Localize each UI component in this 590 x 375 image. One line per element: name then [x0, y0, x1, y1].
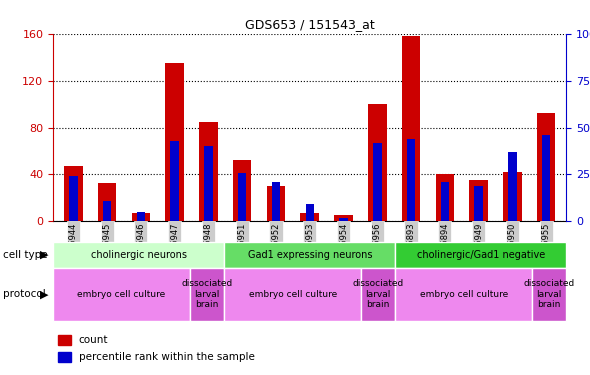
Text: count: count: [79, 335, 109, 345]
Text: protocol: protocol: [3, 290, 45, 299]
Bar: [395, 242, 566, 268]
Title: GDS653 / 151543_at: GDS653 / 151543_at: [245, 18, 375, 31]
Bar: [103, 201, 112, 221]
Bar: [474, 186, 483, 221]
Bar: [204, 146, 212, 221]
Bar: [171, 141, 179, 221]
Bar: [508, 152, 517, 221]
Bar: [53, 268, 190, 321]
Bar: [137, 212, 145, 221]
Bar: [267, 186, 286, 221]
Bar: [306, 204, 314, 221]
Bar: [441, 182, 449, 221]
Bar: [272, 182, 280, 221]
Text: cholinergic neurons: cholinergic neurons: [91, 250, 186, 260]
Text: embryo cell culture: embryo cell culture: [419, 290, 508, 299]
Bar: [537, 113, 555, 221]
Text: embryo cell culture: embryo cell culture: [77, 290, 166, 299]
Bar: [395, 268, 532, 321]
Bar: [334, 215, 353, 221]
Bar: [58, 352, 71, 362]
Text: Gad1 expressing neurons: Gad1 expressing neurons: [247, 250, 372, 260]
Bar: [165, 63, 184, 221]
Bar: [132, 213, 150, 221]
Bar: [64, 166, 83, 221]
Text: dissociated
larval
brain: dissociated larval brain: [353, 279, 404, 309]
Text: cholinergic/Gad1 negative: cholinergic/Gad1 negative: [417, 250, 545, 260]
Bar: [373, 142, 382, 221]
Bar: [53, 242, 224, 268]
Bar: [224, 268, 361, 321]
Bar: [224, 242, 395, 268]
Bar: [190, 268, 224, 321]
Bar: [532, 268, 566, 321]
Bar: [58, 335, 71, 345]
Bar: [368, 104, 386, 221]
Bar: [361, 268, 395, 321]
Bar: [469, 180, 488, 221]
Text: dissociated
larval
brain: dissociated larval brain: [182, 279, 232, 309]
Bar: [238, 172, 247, 221]
Bar: [69, 176, 77, 221]
Text: embryo cell culture: embryo cell culture: [248, 290, 337, 299]
Text: ▶: ▶: [40, 250, 48, 260]
Text: dissociated
larval
brain: dissociated larval brain: [524, 279, 575, 309]
Bar: [402, 36, 420, 221]
Bar: [542, 135, 550, 221]
Text: ▶: ▶: [40, 290, 48, 299]
Text: cell type: cell type: [3, 250, 48, 260]
Bar: [503, 172, 522, 221]
Bar: [407, 139, 415, 221]
Bar: [300, 213, 319, 221]
Bar: [339, 217, 348, 221]
Bar: [98, 183, 116, 221]
Bar: [435, 174, 454, 221]
Text: percentile rank within the sample: percentile rank within the sample: [79, 352, 255, 362]
Bar: [233, 160, 251, 221]
Bar: [199, 122, 218, 221]
